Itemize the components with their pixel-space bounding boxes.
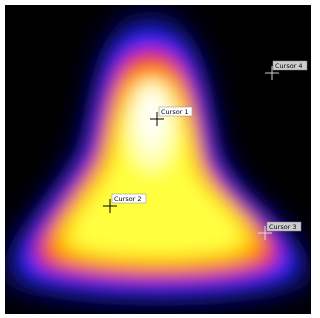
cursor-label: Cursor 2 [114,195,142,203]
heatmap-view: Cursor 1 Cursor 2 Cursor 3 Cursor 4 [0,0,316,318]
cursor-label: Cursor 1 [161,108,189,116]
page: Cursor 1 Cursor 2 Cursor 3 Cursor 4 (() … [0,0,316,318]
cursor-label: Cursor 4 [275,62,303,70]
cursor-label: Cursor 3 [269,223,297,231]
